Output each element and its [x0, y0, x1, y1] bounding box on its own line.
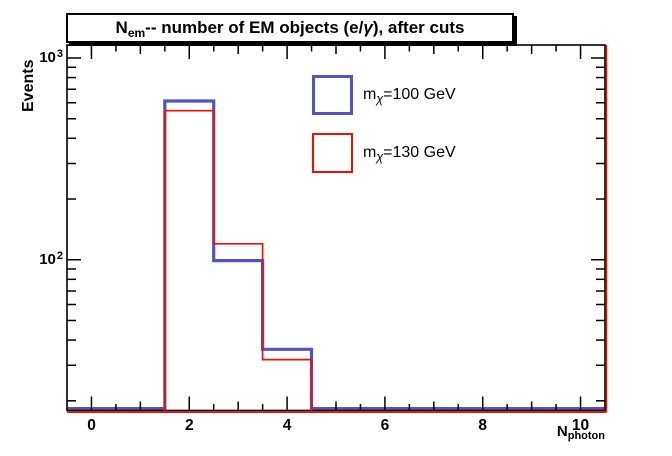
legend-label-130gev: mχ=130 GeV — [363, 144, 456, 164]
legend: mχ=100 GeV mχ=130 GeV — [312, 75, 456, 173]
plot-title-box: Nem-- number of EM objects (e/γ), after … — [66, 13, 514, 43]
y-axis-title: Events — [20, 59, 37, 112]
plot-title: Nem-- number of EM objects (e/γ), after … — [115, 18, 465, 40]
series-line-130gev — [67, 109, 605, 413]
legend-entry-100gev: mχ=100 GeV — [312, 75, 456, 115]
legend-entry-130gev: mχ=130 GeV — [312, 133, 456, 173]
y-tick-label-1000: 103 — [39, 48, 63, 66]
x-tick-label-2: 2 — [184, 417, 194, 434]
x-tick-label-10: 10 — [571, 417, 590, 434]
x-tick-label-6: 6 — [380, 417, 390, 434]
legend-swatch-blue — [312, 75, 353, 115]
legend-label-100gev: mχ=100 GeV — [363, 86, 456, 106]
x-axis-title: Nphoton — [556, 423, 605, 442]
x-tick-label-8: 8 — [478, 417, 487, 434]
x-tick-label-4: 4 — [282, 417, 292, 434]
x-tick-label-0: 0 — [87, 417, 96, 434]
y-tick-label-100: 102 — [39, 250, 63, 268]
legend-swatch-red — [312, 133, 353, 173]
